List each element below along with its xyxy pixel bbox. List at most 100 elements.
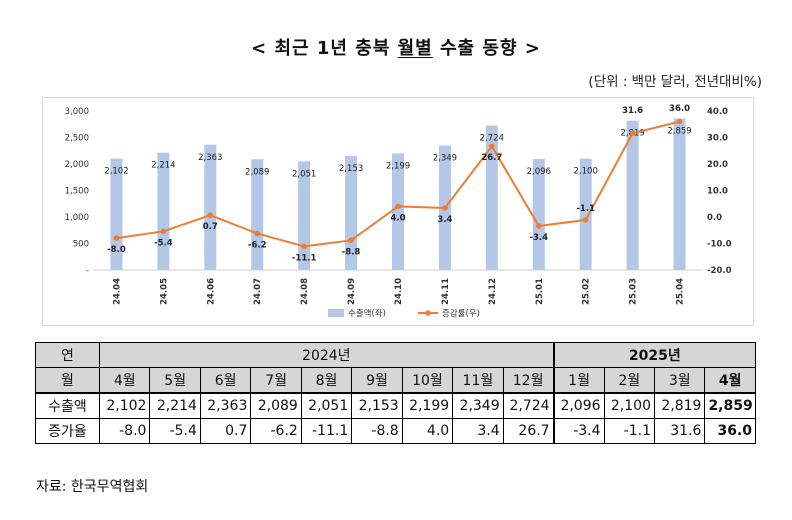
line-value-label: -6.2 <box>248 240 267 250</box>
bar-value-label: 2,089 <box>245 167 269 177</box>
x-tick-label: 24.12 <box>488 278 498 305</box>
x-tick-label: 25.04 <box>676 278 686 305</box>
legend-bar-swatch <box>328 309 344 317</box>
x-tick-label: 24.04 <box>112 278 122 305</box>
x-tick-label: 25.03 <box>629 278 639 305</box>
value-cell: -11.1 <box>300 418 353 444</box>
row-label: 증가율 <box>35 418 100 444</box>
line-value-label: -8.8 <box>342 247 361 257</box>
x-tick-label: 24.07 <box>253 278 263 305</box>
value-cell: 2,102 <box>98 392 151 419</box>
y-left-tick-label: 2,500 <box>65 134 89 144</box>
growth-rate-row: 증가율 -8.0 -5.4 0.7 -6.2 -11.1 -8.8 4.0 3.4 26.7 -3… <box>35 418 756 444</box>
bar-value-label: 2,363 <box>198 153 222 163</box>
legend-line-marker <box>425 310 431 316</box>
x-tick-label: 24.06 <box>206 278 216 305</box>
y-left-tick-label: 1,000 <box>65 213 89 223</box>
title-suffix: 수출 동향 > <box>432 38 541 59</box>
line-value-label: -1.1 <box>576 204 595 214</box>
bar-value-label: 2,724 <box>480 134 504 144</box>
value-cell: 2,859 <box>704 392 756 419</box>
value-cell: 2,363 <box>199 392 252 419</box>
value-cell: 36.0 <box>704 418 756 444</box>
y-left-tick-label: - <box>86 266 89 276</box>
y-right-tick-label: -10.0 <box>707 240 732 250</box>
bar <box>673 118 686 271</box>
value-cell: 2,051 <box>300 392 353 419</box>
bar <box>579 158 592 270</box>
value-cell: 2,153 <box>351 392 403 419</box>
x-tick-label: 24.08 <box>300 278 310 305</box>
year-header-label: 연 <box>35 342 100 368</box>
month-cell: 4월 <box>704 367 756 394</box>
value-cell: -8.8 <box>351 418 403 444</box>
year-row: 연 2024년 2025년 <box>35 342 756 368</box>
month-cell: 9월 <box>351 367 403 394</box>
line-value-label: -3.4 <box>529 233 548 243</box>
y-right-tick-label: 30.0 <box>707 134 728 144</box>
line-point <box>207 212 214 218</box>
legend-bar-label: 수출액(좌) <box>348 308 386 319</box>
month-cell: 11월 <box>452 367 504 394</box>
line-point <box>301 243 307 250</box>
y-right-tick-label: 40.0 <box>707 107 728 117</box>
combo-chart: - 500 1,000 1,500 2,000 2,500 3,000 -20.0 -10.0 0… <box>65 104 732 319</box>
bar <box>298 161 311 270</box>
bar-value-label: 2,100 <box>574 167 598 177</box>
x-tick-label: 24.11 <box>441 278 451 305</box>
y-left-tick-label: 500 <box>73 240 89 250</box>
value-cell: 2,089 <box>250 392 302 419</box>
y-left-tick-label: 3,000 <box>65 107 89 117</box>
month-header-label: 월 <box>35 367 100 394</box>
bar-value-label: 2,214 <box>151 161 175 171</box>
line-value-label: -11.1 <box>292 253 317 263</box>
value-cell: -1.1 <box>603 418 655 444</box>
x-tick-label: 25.02 <box>582 278 592 305</box>
bar-value-label: 2,051 <box>292 169 316 179</box>
value-cell: 2,199 <box>401 392 454 419</box>
month-cell: 8월 <box>300 367 353 394</box>
month-cell: 10월 <box>401 367 454 394</box>
line-value-label: 0.7 <box>203 222 218 232</box>
title-underlined: 월별 <box>397 38 433 59</box>
month-cell: 3월 <box>653 367 706 394</box>
bar-value-label: 2,153 <box>339 164 363 174</box>
unit-note: (단위 : 백만 달러, 전년대비%) <box>588 74 762 90</box>
line-point <box>348 237 354 244</box>
export-table: 연 2024년 2025년 월 4월 5월 6월 7월 8월 9월 10월 11월 12월 1월 2… <box>35 342 756 444</box>
source-note: 자료: 한국무역협회 <box>36 479 149 495</box>
month-cell: 2월 <box>603 367 655 394</box>
y-left-tick-label: 2,000 <box>65 160 89 170</box>
value-cell: 2,349 <box>452 392 504 419</box>
month-row: 월 4월 5월 6월 7월 8월 9월 10월 11월 12월 1월 2월 3월 4월 <box>35 367 756 394</box>
y-right-tick-label: 20.0 <box>707 160 728 170</box>
value-cell: -6.2 <box>250 418 302 444</box>
bar <box>532 158 545 270</box>
value-cell: -5.4 <box>149 418 201 444</box>
line-value-label: 3.4 <box>437 215 452 225</box>
bar <box>485 125 498 271</box>
value-cell: -3.4 <box>552 418 605 444</box>
month-cell: 12월 <box>502 367 555 394</box>
chart-container: - 500 1,000 1,500 2,000 2,500 3,000 -20.0 -10.0 0… <box>42 97 754 326</box>
month-cell: 6월 <box>199 367 252 394</box>
value-cell: 4.0 <box>401 418 454 444</box>
bar-value-label: 2,096 <box>527 167 551 177</box>
value-cell: 2,214 <box>149 392 201 419</box>
bar <box>110 158 123 270</box>
value-cell: 26.7 <box>502 418 555 444</box>
bar <box>157 152 170 270</box>
page-title: < 최근 1년 충북 월별 수출 동향 > <box>0 34 792 60</box>
line-value-label: 36.0 <box>669 104 690 114</box>
bar <box>204 144 217 270</box>
bar <box>392 153 404 270</box>
line-point <box>113 235 120 241</box>
export-amount-row: 수출액 2,102 2,214 2,363 2,089 2,051 2,153 2,199 2… <box>35 392 756 419</box>
bar <box>626 120 639 270</box>
title-prefix: < 최근 1년 충북 <box>251 38 398 59</box>
value-cell: 2,096 <box>552 392 605 419</box>
bar <box>251 159 264 270</box>
line-value-label: -5.4 <box>154 238 173 248</box>
value-cell: 2,100 <box>603 392 655 419</box>
month-cell: 4월 <box>98 367 151 394</box>
